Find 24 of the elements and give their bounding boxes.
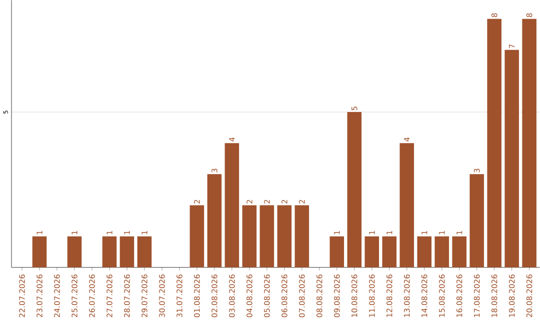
bar [294, 205, 310, 268]
bar [382, 236, 396, 268]
bar [522, 18, 536, 268]
bar [242, 205, 257, 268]
bar [434, 236, 449, 268]
bar [190, 205, 204, 268]
bar [504, 50, 519, 268]
bar [120, 236, 134, 268]
bar [400, 143, 414, 268]
bar [330, 236, 344, 268]
bar [470, 174, 484, 268]
bar [364, 236, 380, 268]
bar [67, 236, 82, 268]
bar [32, 236, 47, 268]
bar [347, 112, 362, 268]
bar [224, 143, 240, 268]
bar [102, 236, 117, 268]
bar [417, 236, 432, 268]
bar [207, 174, 222, 268]
bar [260, 205, 274, 268]
bar [452, 236, 466, 268]
bar [277, 205, 292, 268]
bar [487, 18, 502, 268]
bar [137, 236, 152, 268]
